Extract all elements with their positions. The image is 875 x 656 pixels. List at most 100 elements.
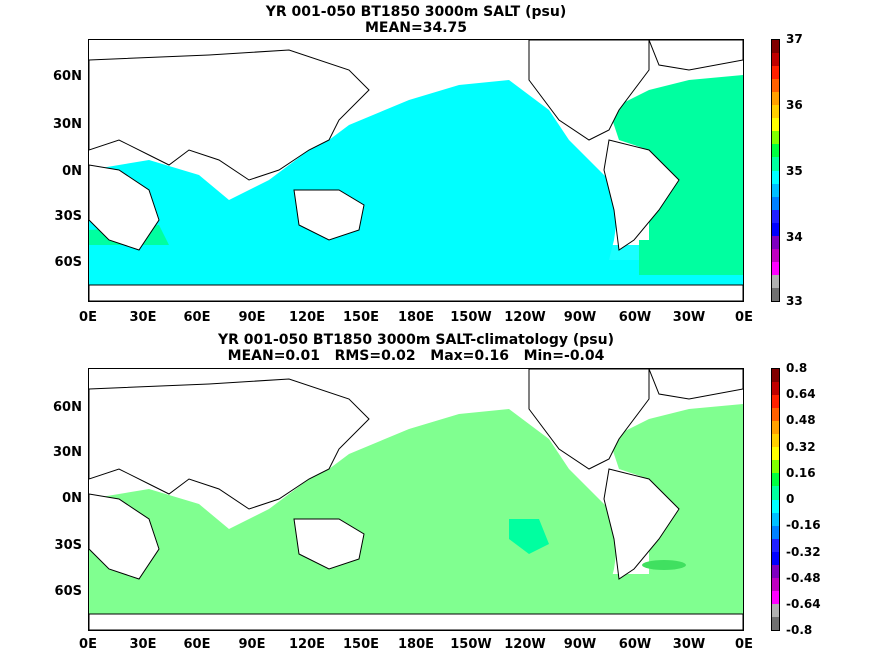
colorbar-swatch: [772, 447, 779, 461]
lat-label-30n: 30N: [53, 445, 82, 460]
salt-map: [88, 39, 744, 302]
colorbar-swatch: [772, 40, 779, 54]
colorbar-swatch: [772, 369, 779, 383]
colorbar-swatch: [772, 170, 779, 184]
lat-label-30s: 30S: [54, 538, 82, 553]
colorbar-swatch: [772, 408, 779, 422]
anomaly-map: [88, 368, 744, 631]
lat-label-0n: 0N: [62, 491, 82, 506]
lon-label: 90W: [563, 637, 597, 652]
colorbar-label: 0.16: [786, 466, 816, 480]
colorbar-swatch: [772, 53, 779, 67]
colorbar-swatch: [772, 551, 779, 565]
colorbar-swatch: [772, 525, 779, 539]
colorbar-label: 0.64: [786, 387, 816, 401]
lon-label: 90E: [238, 637, 266, 652]
anomaly-map-plot: [89, 369, 743, 630]
colorbar-swatch: [772, 421, 779, 435]
lon-label: 0E: [79, 637, 97, 652]
lon-label: 180E: [397, 310, 435, 325]
colorbar-label: 0.48: [786, 413, 816, 427]
atlantic-anomaly-field: [609, 404, 743, 609]
colorbar-swatch: [772, 144, 779, 158]
lat-label-60s: 60S: [54, 584, 82, 599]
lat-label-30n: 30N: [53, 117, 82, 132]
colorbar-swatch: [772, 235, 779, 249]
lat-label-60s: 60S: [54, 255, 82, 270]
lat-label-30s: 30S: [54, 209, 82, 224]
colorbar-swatch: [772, 118, 779, 132]
lat-label-60n: 60N: [53, 400, 82, 415]
colorbar-swatch: [772, 222, 779, 236]
lon-label: 30E: [129, 637, 157, 652]
colorbar-swatch: [772, 564, 779, 578]
colorbar-swatch: [772, 460, 779, 474]
colorbar-label: -0.16: [786, 518, 821, 532]
panel-salt: YR 001-050 BT1850 3000m SALT (psu) MEAN=…: [53, 4, 803, 325]
panel2-title: YR 001-050 BT1850 3000m SALT-climatology…: [217, 332, 615, 348]
panel1-subtitle: MEAN=34.75: [364, 20, 468, 36]
lon-label: 180E: [397, 637, 435, 652]
neutral-patch: [509, 519, 549, 554]
panel2-subtitle: MEAN=0.01 RMS=0.02 Max=0.16 Min=-0.04: [227, 348, 605, 364]
colorbar-swatch: [772, 577, 779, 591]
colorbar-label: 36: [786, 98, 803, 112]
lon-label: 150E: [342, 637, 380, 652]
lon-label: 30E: [129, 310, 157, 325]
colorbar-swatch: [772, 183, 779, 197]
colorbar-label: 0.8: [786, 361, 808, 375]
colorbar-swatch: [772, 131, 779, 145]
colorbar-label: -0.64: [786, 597, 821, 611]
colorbar-label: -0.8: [786, 623, 813, 637]
lon-label: 120E: [288, 310, 326, 325]
colorbar-label: 0: [786, 492, 795, 506]
colorbar-label: -0.48: [786, 571, 821, 585]
salt-map-plot: [89, 40, 743, 301]
colorbar-swatch: [772, 512, 779, 526]
colorbar-swatch: [772, 616, 779, 630]
coastlines: [89, 40, 743, 301]
lon-label: 150W: [450, 310, 492, 325]
colorbar-label: 0.32: [786, 440, 816, 454]
colorbar-swatch: [772, 248, 779, 262]
lon-label: 30W: [672, 637, 706, 652]
lon-label: 0E: [79, 310, 97, 325]
southern-ocean-field: [89, 245, 743, 280]
colorbar-swatch: [772, 486, 779, 500]
lon-label: 120E: [288, 637, 326, 652]
southern-ocean-anomaly: [89, 574, 743, 609]
colorbar-swatch: [772, 603, 779, 617]
colorbar-swatch: [772, 499, 779, 513]
colorbar-label: 35: [786, 164, 803, 178]
lon-label: 60E: [183, 637, 211, 652]
colorbar-swatch: [772, 590, 779, 604]
colorbar-swatch: [772, 287, 779, 301]
lon-label: 120W: [504, 310, 546, 325]
lon-label: 90E: [238, 310, 266, 325]
colorbar-swatch: [772, 66, 779, 80]
colorbar-swatch: [772, 473, 779, 487]
lon-label: 0E: [735, 637, 753, 652]
colorbar-swatch: [772, 92, 779, 106]
lat-label-60n: 60N: [53, 69, 82, 84]
lon-label: 60W: [618, 637, 652, 652]
colorbar-swatch: [772, 105, 779, 119]
panel-salt-anomaly: YR 001-050 BT1850 3000m SALT-climatology…: [0, 328, 875, 656]
anomaly-colorbar: [771, 368, 780, 631]
colorbar-label: -0.32: [786, 545, 821, 559]
lon-label: 90W: [563, 310, 597, 325]
colorbar-swatch: [772, 538, 779, 552]
colorbar-swatch: [772, 261, 779, 275]
south-atlantic-band: [639, 240, 743, 275]
colorbar-label: 37: [786, 32, 803, 46]
lon-label: 0E: [735, 310, 753, 325]
colorbar-label: 33: [786, 294, 803, 308]
lat-label-0n: 0N: [62, 164, 82, 179]
colorbar-swatch: [772, 79, 779, 93]
colorbar-label: 34: [786, 230, 803, 244]
positive-anomaly-patch: [642, 560, 686, 570]
lon-label: 120W: [504, 637, 546, 652]
lon-label: 150W: [450, 637, 492, 652]
colorbar-swatch: [772, 274, 779, 288]
panel1-title: YR 001-050 BT1850 3000m SALT (psu): [265, 4, 567, 20]
